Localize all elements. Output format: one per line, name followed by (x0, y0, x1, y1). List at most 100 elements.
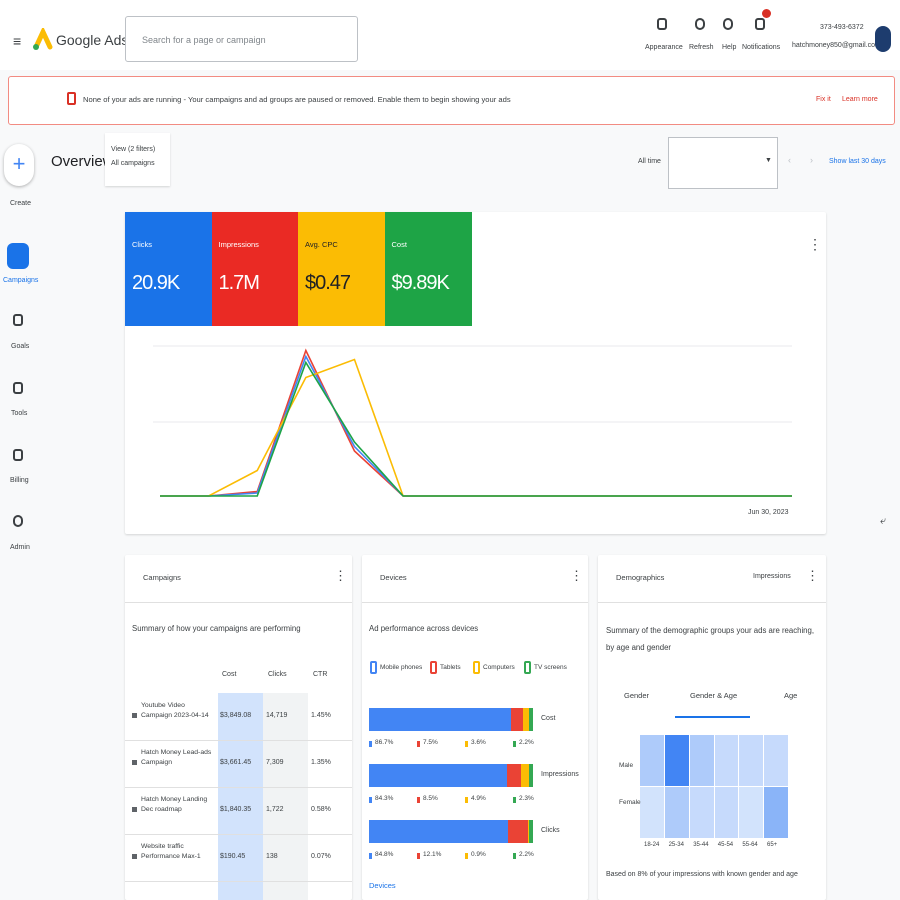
status-dot (132, 760, 137, 765)
range-dropdown[interactable] (668, 137, 778, 189)
segment-dot (369, 741, 372, 747)
status-dot (132, 854, 137, 859)
metric-select[interactable]: Impressions (541, 771, 579, 778)
series-line (160, 348, 792, 497)
metric-value: $0.47 (305, 272, 351, 294)
gender-label: Male (619, 762, 634, 769)
next-arrow[interactable]: › (810, 155, 813, 165)
learn-link[interactable]: Learn more (842, 96, 878, 103)
device-bar-segment (511, 708, 524, 731)
feedback-icon[interactable]: ⤶ (880, 515, 887, 527)
age-label: 35-44 (693, 842, 709, 848)
devices-link[interactable]: Devices (369, 881, 396, 890)
metric-dropdown[interactable]: Impressions (753, 573, 791, 580)
demographics-footer: Based on 8% of your impressions with kno… (606, 871, 798, 878)
metric-tile[interactable] (298, 212, 385, 326)
nav-label[interactable]: Admin (10, 544, 30, 551)
notifications-icon[interactable] (755, 18, 765, 30)
campaigns-icon[interactable] (7, 243, 29, 269)
segment-dot (369, 797, 372, 803)
more-icon[interactable]: ⋮ (808, 236, 822, 252)
more-icon[interactable]: ⋮ (334, 568, 347, 583)
column-header[interactable]: Clicks (268, 671, 287, 678)
row-divider (125, 787, 352, 788)
more-icon[interactable]: ⋮ (570, 568, 583, 583)
page-title: Overview (51, 153, 114, 170)
fix-link[interactable]: Fix it (816, 96, 831, 103)
age-label: 55-64 (742, 842, 758, 848)
legend-label: TV screens (534, 664, 567, 671)
action-label: Notifications (742, 44, 781, 51)
metric-tile[interactable] (384, 212, 472, 326)
metric-select[interactable]: Clicks (541, 827, 560, 834)
prev-arrow[interactable]: ‹ (788, 155, 791, 165)
refresh-icon[interactable] (695, 18, 705, 30)
metric-tile[interactable] (125, 212, 212, 326)
menu-icon[interactable]: ≡ (13, 33, 22, 49)
heat-cell (640, 787, 664, 838)
tab[interactable]: Gender & Age (690, 691, 738, 700)
campaign-name[interactable]: Youtube Video Campaign 2023-04-14 (141, 702, 209, 719)
nav-label[interactable]: Create (10, 200, 32, 207)
demographics-card (598, 555, 826, 900)
heat-cell (764, 735, 788, 786)
campaign-name[interactable]: Hatch Money Landing Dec roadmap (141, 796, 208, 813)
goals-icon[interactable] (13, 314, 23, 326)
create-button[interactable]: + (4, 144, 34, 186)
metric-tile[interactable] (211, 212, 299, 326)
segment-dot (465, 797, 468, 803)
filter-box[interactable] (105, 133, 170, 186)
appearance-icon[interactable] (657, 18, 667, 30)
show-last-link[interactable]: Show last 30 days (829, 158, 886, 165)
tab[interactable]: Gender (624, 691, 650, 700)
legend-swatch (430, 661, 437, 674)
nav-label[interactable]: Goals (11, 343, 30, 350)
segment-label: 2.3% (519, 795, 534, 802)
heat-cell (739, 787, 764, 838)
device-bar-segment (529, 820, 533, 843)
tools-icon[interactable] (13, 382, 23, 394)
action-label: Appearance (645, 44, 683, 51)
column-header[interactable]: Cost (222, 671, 237, 678)
tab[interactable]: Age (784, 691, 798, 700)
help-icon[interactable] (723, 18, 733, 30)
column-header[interactable]: CTR (313, 671, 328, 678)
table-cell: $190.45 (220, 853, 246, 860)
campaign-name[interactable]: Hatch Money Lead-ads Campaign (141, 749, 212, 766)
more-icon[interactable]: ⋮ (806, 568, 819, 583)
segment-label: 0.9% (471, 851, 486, 858)
table-cell: $3,849.08 (220, 712, 252, 719)
device-bar-segment (527, 820, 530, 843)
table-cell: 1,722 (266, 806, 284, 813)
nav-label[interactable]: Campaigns (3, 277, 39, 284)
legend-swatch (524, 661, 531, 674)
card-title: Campaigns (143, 573, 181, 582)
divider (125, 602, 352, 603)
segment-label: 8.5% (423, 795, 438, 802)
nav-label[interactable]: Billing (10, 477, 29, 484)
range-label: All time (638, 158, 661, 165)
table-cell: 1.45% (311, 712, 331, 719)
age-label: 65+ (767, 842, 778, 848)
segment-label: 4.9% (471, 795, 486, 802)
row-divider (125, 834, 352, 835)
avatar[interactable] (875, 26, 891, 52)
metric-label: Cost (391, 240, 407, 249)
segment-label: 3.6% (471, 739, 486, 746)
card-title: Demographics (616, 573, 665, 582)
admin-icon[interactable] (13, 515, 23, 527)
legend-label: Computers (483, 664, 515, 671)
divider (362, 602, 588, 603)
campaign-name[interactable]: Website traffic Performance Max-1 (141, 843, 201, 860)
segment-label: 86.7% (375, 739, 394, 746)
billing-icon[interactable] (13, 449, 23, 461)
metric-select[interactable]: Cost (541, 715, 556, 722)
search-box[interactable] (125, 16, 358, 62)
metric-value: 20.9K (132, 272, 180, 294)
nav-label[interactable]: Tools (11, 410, 28, 417)
metric-value: 1.7M (218, 272, 260, 294)
status-dot (132, 807, 137, 812)
heat-cell (714, 735, 739, 786)
divider (598, 602, 826, 603)
